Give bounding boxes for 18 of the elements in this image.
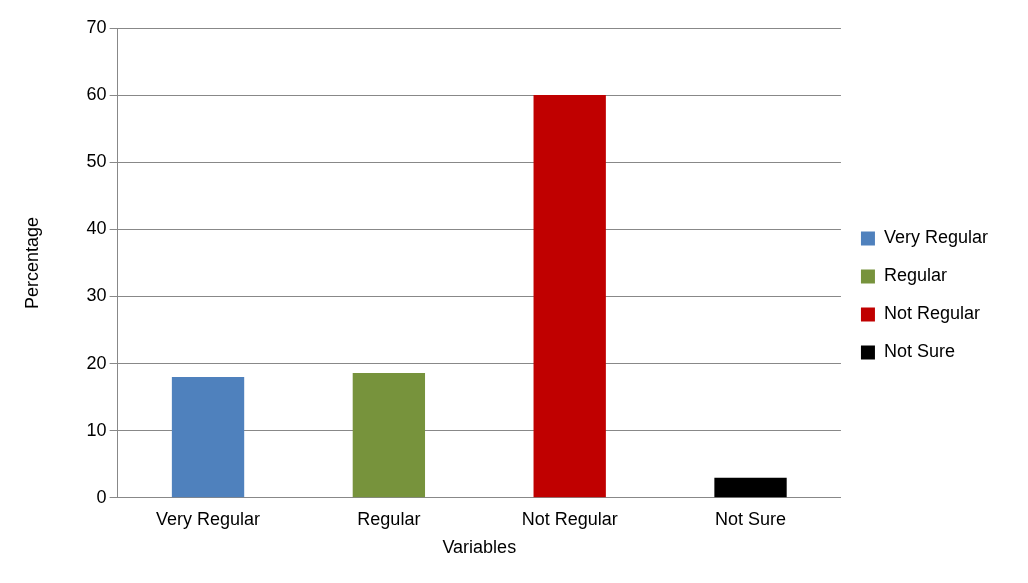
y-tick-label: 40 — [86, 218, 107, 239]
y-tick-label: 60 — [86, 84, 107, 105]
legend-label: Regular — [883, 265, 947, 286]
x-tick-label: Not Regular — [521, 508, 618, 529]
legend-label: Very Regular — [883, 227, 989, 248]
legend-label: Not Sure — [883, 341, 955, 362]
y-tick-label: 70 — [86, 16, 107, 37]
y-tick-label: 10 — [86, 419, 107, 440]
x-tick-label: Not Sure — [715, 508, 787, 529]
y-tick-label: 50 — [86, 151, 107, 172]
legend-label: Not Regular — [883, 303, 980, 324]
y-axis-title: Percentage — [21, 216, 42, 309]
y-tick-label: 20 — [86, 352, 107, 373]
y-tick-label: 0 — [96, 486, 107, 507]
y-tick-label: 30 — [86, 285, 107, 306]
x-axis-title: Variables — [442, 537, 517, 558]
x-tick-label: Very Regular — [156, 508, 261, 529]
x-tick-label: Regular — [357, 508, 421, 529]
